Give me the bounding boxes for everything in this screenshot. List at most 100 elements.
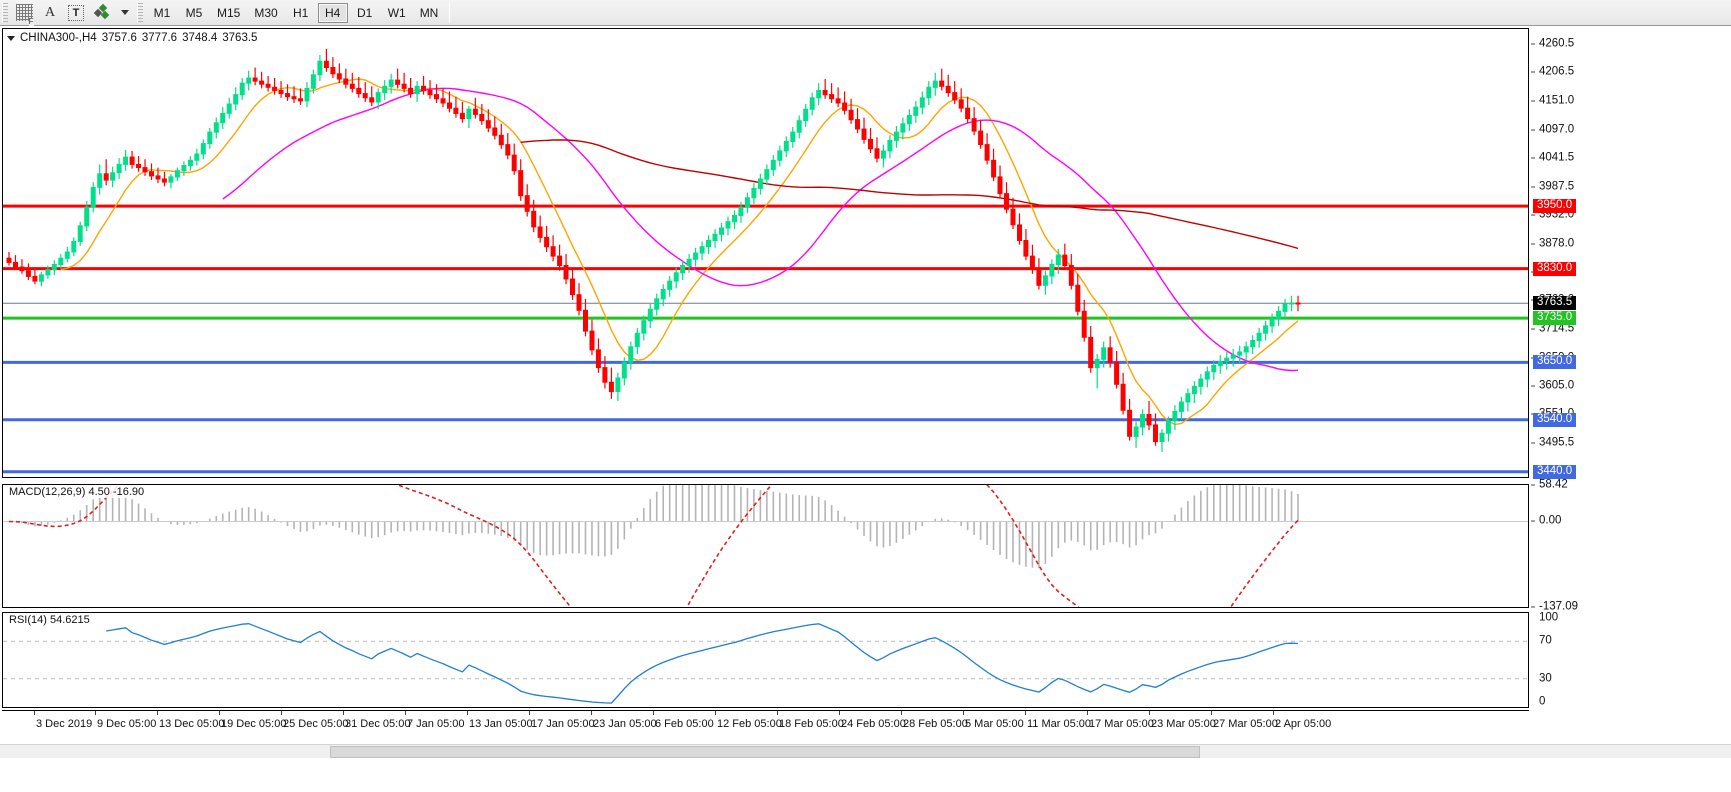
toolbar-grip-2[interactable] — [137, 2, 143, 23]
price-axis-tick — [1531, 186, 1535, 188]
price-level-chip[interactable]: 3650.0 — [1533, 355, 1577, 370]
date-axis-tick — [777, 711, 778, 715]
date-axis-label: 31 Dec 05:00 — [345, 718, 411, 730]
price-pane[interactable]: CHINA300-,H4 3757.6 3777.6 3748.4 3763.5 — [2, 28, 1529, 478]
date-axis-label: 23 Jan 05:00 — [593, 718, 657, 730]
chart-frame: CHINA300-,H4 3757.6 3777.6 3748.4 3763.5… — [0, 26, 1731, 792]
price-axis-label: 4097.0 — [1539, 123, 1575, 136]
price-axis[interactable]: 4260.5 4206.5 4151.0 4097.0 4041.5 3987.5 3932… — [1531, 28, 1729, 479]
timeframe-mn[interactable]: MN — [419, 5, 439, 20]
price-axis-tick — [1531, 442, 1535, 444]
macd-axis-tick — [1531, 606, 1535, 608]
price-axis-tick — [1531, 385, 1535, 387]
rsi-pane[interactable]: RSI(14) 54.6215 — [2, 612, 1529, 708]
macd-chart-canvas — [3, 485, 1528, 607]
date-axis-label: 17 Jan 05:00 — [531, 718, 595, 730]
macd-axis-label: 0.00 — [1539, 514, 1562, 527]
timeframe-m30[interactable]: M30 — [254, 5, 278, 20]
scrollbar-thumb[interactable] — [330, 746, 1200, 758]
price-axis-tick — [1531, 43, 1535, 45]
chevron-down-icon[interactable] — [7, 35, 15, 41]
date-axis-label: 28 Feb 05:00 — [903, 718, 968, 730]
drawing-tools-group: A T — [11, 0, 135, 26]
date-axis-tick — [715, 711, 716, 715]
date-axis-tick — [529, 711, 530, 715]
date-axis[interactable]: 3 Dec 2019 9 Dec 05:00 13 Dec 05:00 19 Dec … — [2, 710, 1529, 740]
text-label-icon[interactable]: A — [44, 4, 56, 20]
date-axis-label: 25 Dec 05:00 — [283, 718, 349, 730]
rsi-axis-label: 100 — [1539, 611, 1559, 624]
price-axis-tick — [1531, 328, 1535, 330]
price-axis-label: 4260.5 — [1539, 37, 1575, 50]
macd-axis-tick — [1531, 484, 1535, 486]
rsi-chart-canvas — [3, 623, 1528, 704]
rsi-axis-label: 30 — [1539, 672, 1552, 685]
price-level-chip[interactable]: 3950.0 — [1533, 199, 1577, 214]
toolbar-separator — [449, 2, 451, 23]
price-axis-label: 3932.0 — [1539, 208, 1575, 221]
date-axis-label: 11 Mar 05:00 — [1027, 718, 1092, 730]
timeframe-d1[interactable]: D1 — [357, 5, 373, 20]
objects-icon[interactable] — [90, 2, 114, 24]
text-box-icon[interactable]: T — [64, 2, 88, 24]
price-axis-tick — [1531, 243, 1535, 245]
macd-indicator-label: MACD(12,26,9) 4.50 -16.90 — [7, 486, 147, 498]
horizontal-scrollbar[interactable] — [0, 744, 1731, 758]
date-axis-tick — [653, 711, 654, 715]
timeframe-h4[interactable]: H4 — [317, 2, 348, 23]
date-axis-tick — [1149, 711, 1150, 715]
date-axis-label: 17 Mar 05:00 — [1089, 718, 1154, 730]
price-axis-label: 3714.5 — [1539, 322, 1575, 335]
price-axis-label: 4206.5 — [1539, 65, 1575, 78]
bid-price-chip[interactable]: 3763.5 — [1533, 296, 1577, 311]
price-axis-label: 4151.0 — [1539, 94, 1575, 107]
symbol-name: CHINA300-,H4 — [20, 32, 97, 44]
date-axis-tick — [95, 711, 96, 715]
date-axis-tick — [219, 711, 220, 715]
date-axis-tick — [591, 711, 592, 715]
date-axis-label: 7 Jan 05:00 — [407, 718, 465, 730]
date-axis-label: 6 Feb 05:00 — [655, 718, 714, 730]
price-axis-tick — [1531, 71, 1535, 73]
price-axis-label: 3495.5 — [1539, 436, 1575, 449]
date-axis-tick — [343, 711, 344, 715]
ohlc-low: 3748.4 — [182, 32, 218, 44]
date-axis-label: 3 Dec 2019 — [36, 718, 93, 730]
date-axis-label: 13 Jan 05:00 — [469, 718, 533, 730]
price-level-chip[interactable]: 3735.0 — [1533, 311, 1577, 326]
price-level-chip[interactable]: 3540.0 — [1533, 412, 1577, 427]
price-axis-label: 3987.5 — [1539, 180, 1575, 193]
ohlc-open: 3757.6 — [101, 32, 137, 44]
price-chart-canvas — [3, 48, 1528, 474]
rsi-axis[interactable]: 100 70 30 0 — [1531, 612, 1729, 708]
timeframe-m15[interactable]: M15 — [217, 5, 241, 20]
macd-axis-label: 58.42 — [1539, 478, 1568, 491]
rsi-axis-label: 70 — [1539, 634, 1552, 647]
macd-axis[interactable]: 58.42 0.00 -137.09 — [1531, 479, 1729, 612]
price-axis-tick — [1531, 214, 1535, 216]
price-level-chip[interactable]: 3440.0 — [1533, 464, 1577, 479]
date-axis-tick — [467, 711, 468, 715]
macd-pane[interactable]: MACD(12,26,9) 4.50 -16.90 — [2, 484, 1529, 608]
timeframe-m5[interactable]: M5 — [185, 5, 203, 20]
price-axis-label: 3605.0 — [1539, 379, 1575, 392]
price-level-chip[interactable]: 3830.0 — [1533, 261, 1577, 276]
crosshair-grid-icon[interactable] — [12, 2, 36, 26]
timeframe-h1[interactable]: H1 — [293, 5, 309, 20]
toolbar-grip-1[interactable] — [2, 2, 8, 23]
date-axis-tick — [157, 711, 158, 715]
date-axis-tick — [1273, 711, 1274, 715]
objects-dropdown-icon[interactable] — [116, 2, 134, 24]
date-axis-tick — [405, 711, 406, 715]
date-axis-label: 27 Mar 05:00 — [1213, 718, 1278, 730]
date-axis-tick — [281, 711, 282, 715]
timeframe-m1[interactable]: M1 — [153, 5, 171, 20]
price-axis-tick — [1531, 129, 1535, 131]
timeframe-w1[interactable]: W1 — [387, 5, 406, 20]
rsi-indicator-label: RSI(14) 54.6215 — [7, 614, 92, 626]
main-toolbar: A T M1 M5 M15 M30 H1 H4 D1 W1 MN — [0, 0, 1731, 26]
date-axis-tick — [1025, 711, 1026, 715]
date-axis-label: 13 Dec 05:00 — [159, 718, 225, 730]
macd-axis-label: -137.09 — [1539, 600, 1579, 613]
